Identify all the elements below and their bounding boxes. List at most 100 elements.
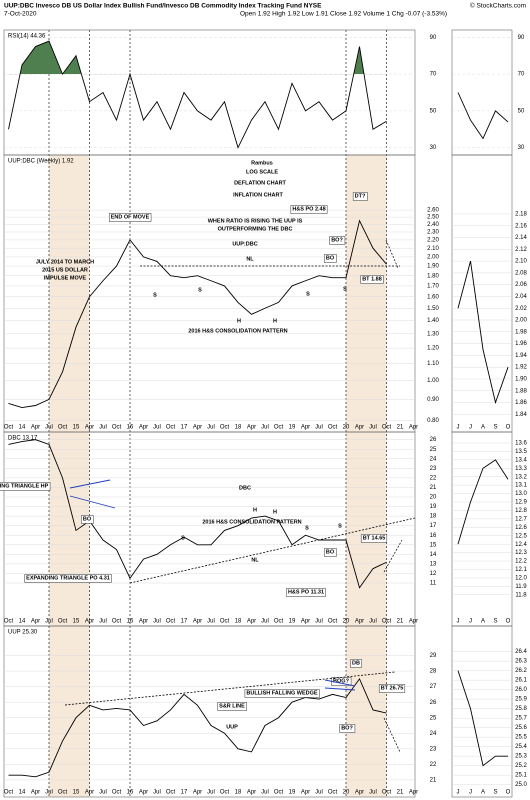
y-tick-label: 1.86 (515, 400, 527, 406)
x-tick-label: 20 (343, 619, 350, 625)
x-tick-label: Apr (85, 619, 94, 625)
y-tick-label: 1.80 (427, 273, 439, 279)
y-tick-label: 25.6 (515, 725, 527, 731)
annotation: BO (326, 255, 335, 261)
x-tick-label: S (493, 425, 497, 431)
x-tick-label: Jul (45, 619, 53, 625)
x-tick-label: Jul (207, 425, 215, 431)
x-tick-label: O (506, 425, 511, 431)
annotation: Rambus (251, 160, 273, 166)
x-tick-label: Oct (112, 619, 122, 625)
y-tick-label: 2.50 (427, 215, 439, 221)
y-tick-label: 17 (430, 523, 437, 529)
annotation: H (253, 507, 257, 513)
wedge-line (324, 687, 356, 691)
y-tick-label: 12.0 (515, 575, 527, 581)
panel-frame (451, 625, 513, 798)
x-tick-label: Jul (261, 619, 269, 625)
annotation: LOG SCALE (246, 169, 278, 175)
y-tick-label: 16 (430, 533, 437, 539)
highlight-band (49, 155, 90, 797)
x-tick-label: 19 (289, 425, 296, 431)
x-tick-label: 15 (73, 425, 80, 431)
series-label: UUP:DBC (Weekly) 1.92 (8, 159, 74, 165)
x-tick-label: S (493, 619, 497, 625)
x-tick-label: Jul (369, 425, 377, 431)
annotation-box (339, 724, 356, 733)
annotation-box (290, 205, 328, 214)
annotation-box (324, 548, 337, 557)
x-tick-label: Oct (328, 425, 338, 431)
y-tick-label: 13.6 (515, 441, 527, 447)
y-tick-label: 50 (430, 108, 437, 114)
annotation: INFLATION CHART (233, 192, 283, 198)
y-tick-label: 12.3 (515, 550, 527, 556)
triangle-line (69, 495, 116, 509)
annotation-box (360, 534, 388, 543)
annotation: BO? (331, 237, 343, 243)
x-tick-label: 15 (73, 619, 80, 625)
x-tick-label: 20 (343, 790, 350, 796)
series-label: UUP 25.30 (8, 630, 38, 636)
annotation-box (360, 275, 384, 284)
annotation: BT 14.65 (363, 535, 386, 541)
x-tick-label: 14 (19, 619, 26, 625)
x-tick-label: Apr (355, 790, 364, 796)
y-tick-label: 14 (430, 552, 437, 558)
y-tick-label: 20 (430, 495, 437, 501)
x-tick-label: S (493, 790, 497, 796)
y-tick-label: 90 (518, 35, 525, 41)
y-tick-label: 15 (430, 542, 437, 548)
y-tick-label: 2.30 (427, 230, 439, 236)
y-tick-label: 13.2 (515, 474, 527, 480)
x-tick-label: 18 (235, 619, 242, 625)
y-tick-label: 1.70 (427, 284, 439, 290)
date: 7-Oct-2020 (4, 11, 37, 18)
y-tick-label: 2.10 (515, 259, 527, 265)
annotation: 2015 US DOLLAR (42, 267, 88, 273)
x-tick-label: Apr (139, 425, 148, 431)
x-tick-label: 17 (181, 619, 188, 625)
annotation: NL (246, 256, 254, 262)
annotation: 2016 H&S CONSOLIDATION PATTERN (188, 328, 287, 334)
overbought-area (8, 41, 387, 75)
x-tick-label: Oct (112, 425, 122, 431)
x-tick-label: Jul (153, 425, 161, 431)
x-tick-label: Oct (328, 619, 338, 625)
x-tick-label: 15 (73, 790, 80, 796)
y-tick-label: 25.8 (515, 706, 527, 712)
annotation: BT 26.75 (381, 685, 404, 691)
x-tick-label: 21 (397, 790, 404, 796)
y-tick-label: 70 (430, 72, 437, 78)
y-tick-label: 1.00 (427, 378, 439, 384)
x-tick-label: Apr (355, 619, 364, 625)
annotation: BO (83, 516, 92, 522)
y-tick-label: 2.00 (427, 254, 439, 260)
y-tick-label: 11.9 (515, 584, 527, 590)
x-tick-label: Oct (382, 619, 392, 625)
y-tick-label: 25.0 (515, 782, 527, 788)
y-tick-label: 25 (430, 447, 437, 453)
x-tick-label: Apr (193, 790, 202, 796)
annotation: S (338, 523, 342, 529)
price-line (457, 670, 508, 767)
series-label: DBC 13.17 (8, 436, 38, 442)
price-line (8, 439, 387, 589)
x-tick-label: Oct (382, 425, 392, 431)
x-tick-label: Jul (153, 790, 161, 796)
annotation-box (81, 515, 94, 524)
x-tick-label: Apr (409, 790, 418, 796)
y-tick-label: 25.7 (515, 716, 527, 722)
x-tick-label: 17 (181, 425, 188, 431)
panel-frame (3, 625, 416, 798)
annotation-box (0, 482, 51, 491)
y-tick-label: 12.8 (515, 508, 527, 514)
y-tick-label: 1.10 (427, 361, 439, 367)
annotation: H&S PO 2.48 (292, 206, 325, 212)
y-tick-label: 1.92 (515, 365, 527, 371)
x-tick-label: 17 (181, 790, 188, 796)
wedge-line (324, 679, 356, 687)
x-tick-label: A (481, 425, 485, 431)
y-tick-label: 2.14 (515, 235, 527, 241)
y-tick-label: 1.84 (515, 412, 527, 418)
